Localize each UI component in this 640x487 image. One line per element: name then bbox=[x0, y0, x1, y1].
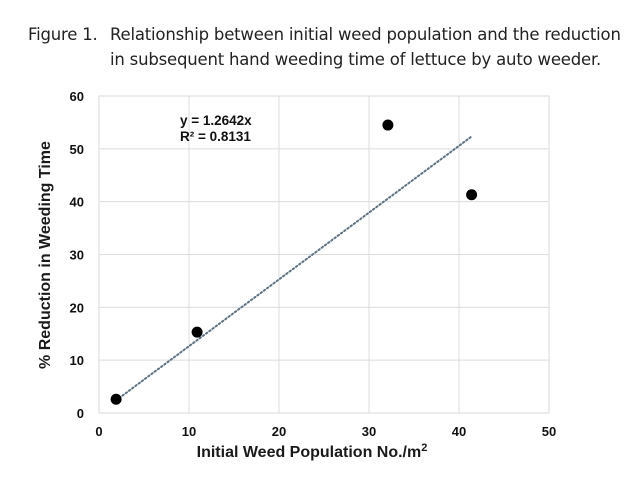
figure-number: Figure 1. bbox=[28, 25, 98, 44]
x-tick-label: 0 bbox=[95, 424, 102, 439]
y-tick-label: 60 bbox=[70, 89, 84, 104]
caption-line-2: in subsequent hand weeding time of lettu… bbox=[110, 50, 602, 69]
y-tick-label: 20 bbox=[70, 300, 84, 315]
x-axis-title-superscript: 2 bbox=[421, 442, 427, 454]
y-axis-title: % Reduction in Weeding Time bbox=[37, 141, 54, 369]
x-tick-label: 20 bbox=[272, 424, 286, 439]
trendline-equation: y = 1.2642x bbox=[180, 113, 252, 128]
y-axis-ticks: 0 10 20 30 40 50 60 bbox=[70, 89, 84, 421]
x-axis-title: Initial Weed Population No./m2 bbox=[197, 442, 428, 461]
data-point bbox=[382, 119, 394, 131]
x-tick-label: 10 bbox=[182, 424, 196, 439]
y-tick-label: 30 bbox=[70, 248, 84, 263]
data-point bbox=[191, 326, 203, 338]
x-axis-title-main: Initial Weed Population No./m bbox=[197, 444, 422, 461]
x-tick-label: 40 bbox=[452, 424, 466, 439]
y-tick-label: 10 bbox=[70, 353, 84, 368]
y-tick-label: 40 bbox=[70, 195, 84, 210]
trendline bbox=[115, 135, 473, 402]
caption-line-1: Relationship between initial weed popula… bbox=[110, 25, 621, 44]
x-axis-ticks: 0 10 20 30 40 50 bbox=[95, 424, 556, 439]
y-tick-label: 0 bbox=[77, 406, 84, 421]
data-points bbox=[110, 119, 478, 405]
gridlines bbox=[99, 96, 549, 413]
trendline-r-squared: R² = 0.8131 bbox=[180, 129, 251, 144]
data-point bbox=[110, 393, 122, 405]
data-point bbox=[466, 189, 478, 201]
y-tick-label: 50 bbox=[70, 142, 84, 157]
caption-text: Relationship between initial weed popula… bbox=[110, 22, 630, 72]
x-tick-label: 50 bbox=[542, 424, 556, 439]
x-tick-label: 30 bbox=[362, 424, 376, 439]
